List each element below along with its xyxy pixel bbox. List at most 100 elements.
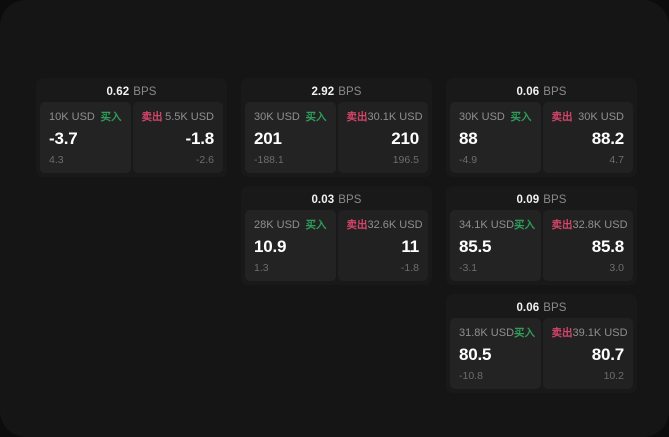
sell-price: -1.8 — [185, 129, 215, 148]
sell-size-label: 30K USD — [578, 110, 624, 123]
sell-side-label: 卖出 — [551, 111, 573, 123]
sell-side-label: 卖出 — [346, 111, 368, 123]
sell-size-label: 5.5K USD — [165, 110, 214, 123]
sell-price: 80.7 — [591, 345, 624, 364]
sell-side-label: 卖出 — [551, 327, 573, 339]
buy-size-label: 30K USD — [459, 110, 505, 123]
bps-unit-label: BPS — [543, 86, 567, 98]
buy-price: 85.5 — [459, 237, 492, 256]
sell-panel-header: 卖出 39.1K USD — [551, 326, 628, 340]
card-header: 0.06 BPS — [450, 298, 633, 318]
bps-value: 0.03 — [311, 194, 335, 206]
buy-panel-header: 28K USD 买入 — [254, 218, 327, 232]
buy-delta: 4.3 — [49, 154, 64, 166]
quote-card[interactable]: 0.09 BPS 34.1K USD 买入 85.5 -3.1 卖出 32.8K USD 85.… — [446, 186, 637, 285]
sell-panel[interactable]: 卖出 30.1K USD 210 196.5 — [337, 102, 428, 173]
sell-price: 11 — [401, 237, 419, 256]
buy-size-label: 28K USD — [254, 218, 300, 231]
buy-size-label: 10K USD — [49, 110, 95, 123]
quote-card[interactable]: 0.06 BPS 30K USD 买入 88 -4.9 卖出 30K USD 88.2 4.7 — [446, 78, 637, 177]
quote-card-board: 0.62 BPS 10K USD 买入 -3.7 4.3 卖出 5.5K USD -1.8 -2.… — [36, 78, 638, 393]
card-body: 31.8K USD 买入 80.5 -10.8 卖出 39.1K USD 80.7 10.2 — [450, 318, 633, 389]
sell-panel-header: 卖出 30K USD — [551, 110, 625, 124]
sell-delta: 196.5 — [392, 154, 419, 166]
buy-side-label: 买入 — [305, 111, 327, 123]
sell-panel[interactable]: 卖出 32.8K USD 85.8 3.0 — [542, 210, 633, 281]
buy-panel-header: 10K USD 买入 — [49, 110, 122, 124]
buy-side-label: 买入 — [514, 219, 536, 231]
buy-size-label: 30K USD — [254, 110, 300, 123]
bps-unit-label: BPS — [543, 194, 567, 206]
sell-panel-header: 卖出 5.5K USD — [141, 110, 215, 124]
sell-panel[interactable]: 卖出 30K USD 88.2 4.7 — [542, 102, 633, 173]
buy-panel[interactable]: 10K USD 买入 -3.7 4.3 — [40, 102, 131, 173]
sell-price: 210 — [391, 129, 419, 148]
sell-panel[interactable]: 卖出 39.1K USD 80.7 10.2 — [542, 318, 633, 389]
sell-panel-header: 卖出 32.8K USD — [551, 218, 628, 232]
card-header: 0.06 BPS — [450, 82, 633, 102]
bps-unit-label: BPS — [543, 302, 567, 314]
buy-price: 80.5 — [459, 345, 492, 364]
sell-side-label: 卖出 — [346, 219, 368, 231]
bps-value: 0.09 — [516, 194, 540, 206]
buy-panel[interactable]: 30K USD 买入 88 -4.9 — [450, 102, 541, 173]
bps-unit-label: BPS — [338, 86, 362, 98]
buy-panel-header: 34.1K USD 买入 — [459, 218, 536, 232]
sell-size-label: 32.8K USD — [572, 218, 628, 231]
sell-delta: 4.7 — [609, 154, 624, 166]
sell-panel[interactable]: 卖出 5.5K USD -1.8 -2.6 — [132, 102, 223, 173]
buy-side-label: 买入 — [100, 111, 122, 123]
card-body: 30K USD 买入 201 -188.1 卖出 30.1K USD 210 196.5 — [245, 102, 428, 173]
buy-panel[interactable]: 34.1K USD 买入 85.5 -3.1 — [450, 210, 541, 281]
bps-value: 0.06 — [516, 86, 540, 98]
sell-side-label: 卖出 — [141, 111, 163, 123]
quote-column-1: 0.62 BPS 10K USD 买入 -3.7 4.3 卖出 5.5K USD -1.8 -2.… — [36, 78, 227, 177]
sell-size-label: 30.1K USD — [367, 110, 423, 123]
card-header: 0.03 BPS — [245, 190, 428, 210]
bps-value: 0.06 — [516, 302, 540, 314]
sell-side-label: 卖出 — [551, 219, 573, 231]
buy-panel-header: 30K USD 买入 — [459, 110, 532, 124]
buy-panel-header: 30K USD 买入 — [254, 110, 327, 124]
buy-price: 201 — [254, 129, 282, 148]
sell-panel[interactable]: 卖出 32.6K USD 11 -1.8 — [337, 210, 428, 281]
buy-price: 88 — [459, 129, 478, 148]
buy-side-label: 买入 — [305, 219, 327, 231]
buy-price: 10.9 — [254, 237, 287, 256]
sell-price: 85.8 — [591, 237, 624, 256]
sell-delta: -1.8 — [400, 262, 419, 274]
buy-delta: -3.1 — [459, 262, 478, 274]
buy-side-label: 买入 — [510, 111, 532, 123]
sell-delta: 10.2 — [603, 370, 624, 382]
card-body: 10K USD 买入 -3.7 4.3 卖出 5.5K USD -1.8 -2.6 — [40, 102, 223, 173]
buy-price: -3.7 — [49, 129, 78, 148]
sell-delta: 3.0 — [609, 262, 624, 274]
buy-delta: -10.8 — [459, 370, 483, 382]
sell-size-label: 32.6K USD — [367, 218, 423, 231]
buy-panel[interactable]: 30K USD 买入 201 -188.1 — [245, 102, 336, 173]
quote-card[interactable]: 0.03 BPS 28K USD 买入 10.9 1.3 卖出 32.6K USD 11 -1.8 — [241, 186, 432, 285]
quote-column-3: 0.06 BPS 30K USD 买入 88 -4.9 卖出 30K USD 88.2 4.7 0.… — [446, 78, 637, 393]
bps-value: 0.62 — [106, 86, 130, 98]
buy-panel[interactable]: 31.8K USD 买入 80.5 -10.8 — [450, 318, 541, 389]
card-body: 30K USD 买入 88 -4.9 卖出 30K USD 88.2 4.7 — [450, 102, 633, 173]
bps-value: 2.92 — [311, 86, 335, 98]
card-header: 0.62 BPS — [40, 82, 223, 102]
card-header: 2.92 BPS — [245, 82, 428, 102]
bps-unit-label: BPS — [133, 86, 157, 98]
quote-card[interactable]: 0.62 BPS 10K USD 买入 -3.7 4.3 卖出 5.5K USD -1.8 -2.… — [36, 78, 227, 177]
buy-delta: 1.3 — [254, 262, 269, 274]
quote-column-2: 2.92 BPS 30K USD 买入 201 -188.1 卖出 30.1K USD 210 1… — [241, 78, 432, 285]
buy-delta: -188.1 — [254, 154, 284, 166]
card-body: 34.1K USD 买入 85.5 -3.1 卖出 32.8K USD 85.8 3.0 — [450, 210, 633, 281]
sell-panel-header: 卖出 30.1K USD — [346, 110, 423, 124]
card-header: 0.09 BPS — [450, 190, 633, 210]
buy-delta: -4.9 — [459, 154, 478, 166]
quote-card[interactable]: 0.06 BPS 31.8K USD 买入 80.5 -10.8 卖出 39.1K USD 80… — [446, 294, 637, 393]
quote-card[interactable]: 2.92 BPS 30K USD 买入 201 -188.1 卖出 30.1K USD 210 1… — [241, 78, 432, 177]
buy-size-label: 34.1K USD — [459, 218, 515, 231]
buy-panel[interactable]: 28K USD 买入 10.9 1.3 — [245, 210, 336, 281]
bps-unit-label: BPS — [338, 194, 362, 206]
sell-size-label: 39.1K USD — [572, 326, 628, 339]
